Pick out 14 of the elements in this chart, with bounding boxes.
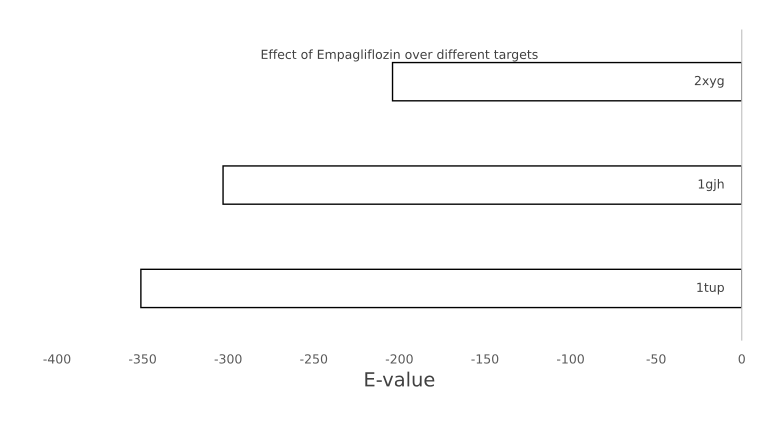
y-tick-label: 1gjh xyxy=(698,179,724,192)
x-tick-label: -350 xyxy=(129,354,156,364)
x-tick-label: -300 xyxy=(214,354,242,364)
x-axis-title: E-value xyxy=(365,372,434,387)
y-tick-label: 2xyg xyxy=(694,76,724,88)
x-tick-label: -100 xyxy=(556,354,584,364)
y-tick-label: 1tup xyxy=(697,282,724,294)
x-tick-label: -200 xyxy=(386,354,413,364)
x-tick-label: -150 xyxy=(471,354,498,364)
x-tick-label: -400 xyxy=(43,354,70,364)
x-tick-label: 0 xyxy=(738,354,745,364)
x-tick-label: -250 xyxy=(300,354,328,364)
text: Effect of Empagliflozin over different targets xyxy=(262,49,538,62)
x-tick-label: -50 xyxy=(646,354,666,364)
